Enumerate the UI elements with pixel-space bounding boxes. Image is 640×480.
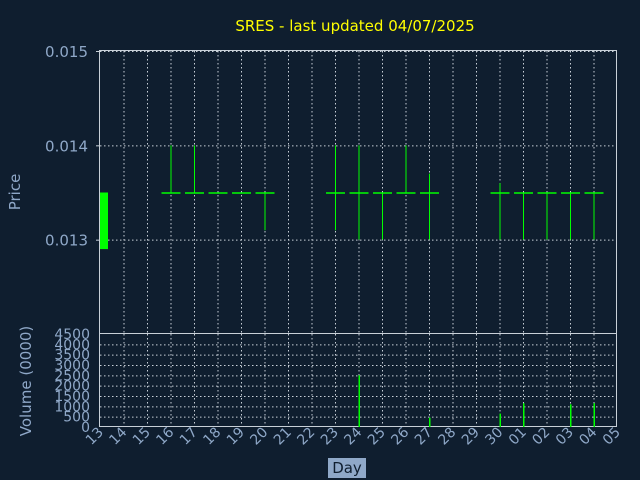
x-ticks: 13 14 15 16 17 18 19 20 21 22 23 24 25 26 27 28 29 30 01 02…: [83, 424, 624, 448]
price-y-tick-label: 0.015: [45, 43, 88, 61]
chart-title: SRES - last updated 04/07/2025: [235, 17, 474, 35]
volume-axis-label: Volume (0000): [17, 326, 35, 436]
volume-bar: [499, 413, 501, 427]
x-tick-label: 20: [247, 425, 271, 449]
volume-y-tick-label: 4000: [54, 337, 90, 353]
ohlc-bar: [490, 183, 510, 240]
volume-bar: [570, 404, 572, 427]
x-tick-label: 30: [482, 425, 506, 449]
volume-y-tick-label: 3000: [54, 358, 90, 374]
x-tick-label: 27: [412, 425, 436, 449]
volume-bar: [523, 403, 525, 427]
price-y-ticks: 0.015 0.014 0.013: [45, 43, 100, 250]
volume-bar: [593, 403, 595, 427]
x-tick-label: 28: [435, 425, 459, 449]
x-tick-label: 02: [529, 425, 553, 449]
ohlc-bar: [208, 192, 228, 194]
volume-y-tick-label: 1500: [54, 389, 90, 405]
x-tick-label: 16: [153, 424, 177, 448]
x-tick-label: 23: [318, 425, 342, 449]
volume-y-tick-label: 4500: [54, 327, 90, 343]
x-tick-label: 15: [130, 425, 154, 449]
volume-y-tick-label: 500: [63, 410, 90, 426]
ohlc-bar: [514, 192, 533, 240]
ohlc-bar: [420, 173, 439, 240]
x-tick-label: 03: [553, 425, 577, 449]
x-tick-label: 04: [576, 424, 600, 448]
ohlc-bar: [349, 145, 369, 240]
volume-bar: [358, 375, 360, 427]
x-tick-label: 25: [365, 425, 389, 449]
volume-y-tick-label: 3500: [54, 348, 90, 364]
x-tick-label: 05: [600, 425, 624, 449]
volume-y-tick-label: 2000: [54, 379, 90, 395]
volume-plot-frame: [99, 333, 617, 427]
price-panel: 0.015 0.014 0.013 Price: [6, 43, 617, 334]
ohlc-bar: [185, 145, 204, 194]
volume-y-tick-label: 0: [81, 420, 90, 436]
volume-bars: [358, 375, 595, 427]
x-tick-label: 14: [106, 424, 130, 448]
volume-bar: [429, 417, 431, 427]
x-tick-label: 19: [224, 425, 248, 449]
ohlc-bar: [537, 192, 557, 240]
volume-y-tick-label: 2500: [54, 368, 90, 384]
volume-y-tick-label: 1000: [54, 399, 90, 415]
ohlc-bar: [100, 192, 108, 250]
x-tick-label: 01: [506, 425, 530, 449]
x-tick-label: 26: [388, 424, 412, 448]
price-bars: [100, 145, 604, 250]
x-axis-label: Day: [332, 459, 362, 477]
ohlc-bar: [561, 192, 580, 240]
x-tick-label: 21: [271, 425, 295, 449]
price-axis-label: Price: [6, 174, 24, 211]
ohlc-bar: [373, 192, 392, 240]
price-y-tick-label: 0.014: [45, 137, 88, 155]
x-tick-label: 17: [177, 425, 201, 449]
x-tick-label: 18: [200, 425, 224, 449]
x-tick-label: 29: [459, 425, 483, 449]
ohlc-bar: [232, 192, 251, 194]
ohlc-bar: [326, 145, 345, 231]
x-tick-label: 24: [341, 424, 365, 448]
ohlc-bar: [396, 145, 416, 194]
ohlc-bar: [255, 192, 275, 231]
ohlc-bar: [584, 192, 604, 240]
x-tick-label: 22: [294, 425, 318, 449]
price-y-tick-label: 0.013: [45, 232, 88, 250]
price-plot-frame: [99, 50, 617, 334]
ohlc-bar: [161, 145, 181, 194]
x-axis-label-bg: [328, 458, 366, 478]
